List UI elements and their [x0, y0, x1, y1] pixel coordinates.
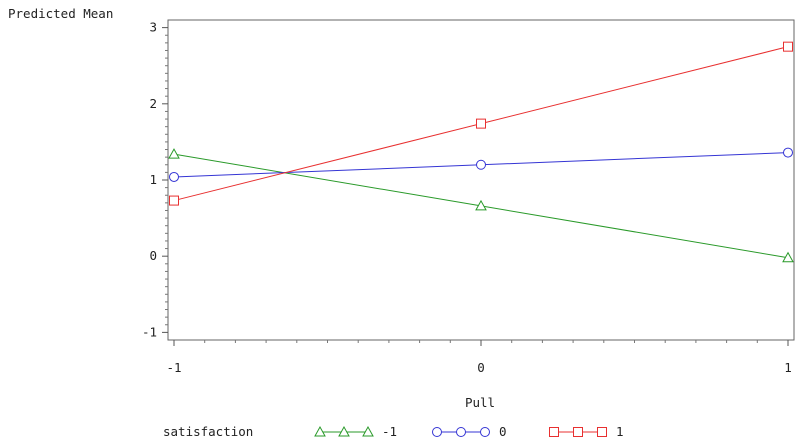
legend-marker — [597, 427, 607, 437]
data-point — [169, 171, 179, 182]
series-layer — [168, 41, 794, 263]
x-axis-label: Pull — [465, 395, 495, 410]
y-axis-label: Predicted Mean — [8, 6, 113, 21]
legend-marker — [314, 425, 326, 437]
legend-marker — [573, 427, 583, 437]
y-tick-label: 0 — [149, 248, 157, 263]
data-point — [476, 159, 486, 170]
data-point — [783, 41, 793, 52]
data-point — [475, 199, 487, 211]
legend-label: 0 — [499, 424, 507, 439]
data-point — [783, 147, 793, 158]
legend-marker — [432, 427, 442, 437]
y-axis: -1 0 1 2 3 — [142, 20, 168, 339]
legend: satisfaction -1 0 1 — [163, 424, 624, 439]
legend-marker — [456, 427, 466, 437]
y-tick-label: -1 — [142, 324, 157, 339]
y-tick-label: 2 — [149, 96, 157, 111]
legend-title: satisfaction — [163, 424, 253, 439]
legend-label: -1 — [382, 424, 397, 439]
data-point — [169, 195, 179, 206]
data-point — [168, 148, 180, 159]
x-axis: -1 0 1 — [166, 340, 792, 375]
legend-marker — [338, 425, 350, 437]
y-tick-label: 1 — [149, 172, 157, 187]
y-tick-label: 3 — [149, 20, 157, 35]
plot-frame — [167, 19, 795, 341]
legend-marker — [480, 427, 490, 437]
x-tick-label: 0 — [477, 360, 485, 375]
legend-label: 1 — [616, 424, 624, 439]
legend-marker — [549, 427, 559, 437]
legend-marker — [362, 425, 374, 437]
data-point — [476, 118, 486, 129]
x-tick-label: -1 — [166, 360, 181, 375]
x-tick-label: 1 — [784, 360, 792, 375]
data-point — [782, 251, 794, 263]
